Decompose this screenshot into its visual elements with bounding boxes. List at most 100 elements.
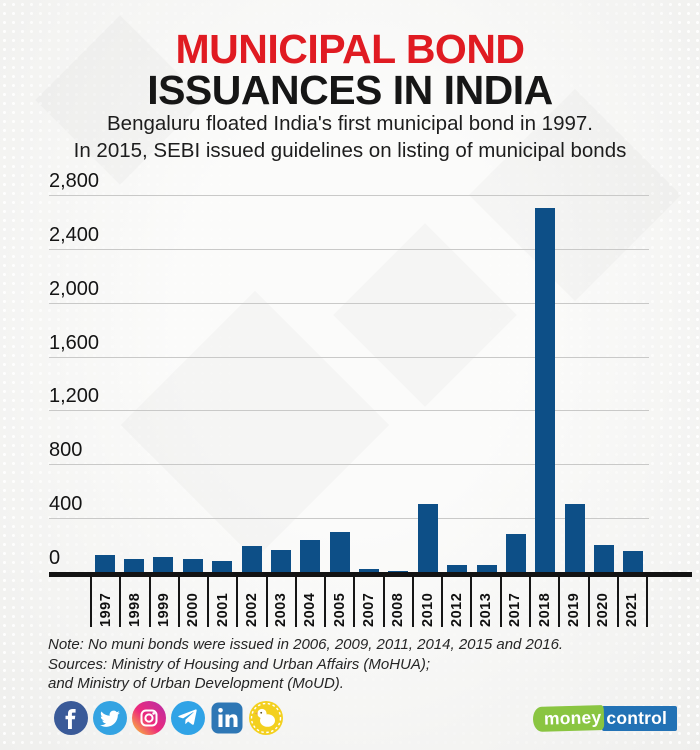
- x-axis-labels: 1997 1998 1999 2000 2001 2002 2003 2004 2005 2007…: [90, 577, 649, 627]
- bar-chart: 0 400 800 1,200 1,600 2,000 2,400 2,800 1997 199…: [0, 170, 700, 638]
- x-axis-line: [49, 572, 692, 577]
- bar-column-2003: [266, 183, 295, 572]
- x-label-1997: 1997: [97, 592, 114, 627]
- x-label-2012: 2012: [448, 592, 465, 627]
- bar-1997: [94, 554, 115, 572]
- footnote: Note: No muni bonds were issued in 2006,…: [48, 635, 563, 694]
- x-label-2008: 2008: [390, 592, 407, 627]
- telegram-icon[interactable]: [171, 701, 205, 735]
- x-label-1998: 1998: [126, 592, 143, 627]
- bar-2012: [447, 565, 468, 572]
- bar-column-2012: [443, 183, 472, 572]
- bar-column-2010: [413, 183, 442, 572]
- subtitle-line2: In 2015, SEBI issued guidelines on listi…: [73, 139, 627, 162]
- bar-2007: [359, 569, 380, 572]
- bar-column-1997: [90, 183, 119, 572]
- gridline: [49, 464, 649, 466]
- bar-column-2004: [296, 183, 325, 572]
- logo-money: money: [532, 705, 605, 732]
- gridline: [49, 248, 649, 250]
- x-tick-cell: 2017: [499, 577, 529, 627]
- x-label-2020: 2020: [595, 592, 612, 627]
- bar-column-2007: [354, 183, 383, 572]
- subtitle-line1: Bengaluru floated India's first municipa…: [107, 112, 593, 135]
- x-tick-cell: 2007: [353, 577, 382, 627]
- gridline: [49, 518, 649, 520]
- x-tick-cell: 1997: [90, 577, 119, 627]
- bar-2021: [623, 551, 644, 572]
- x-label-2017: 2017: [507, 592, 524, 627]
- x-tick-cell: 2019: [558, 577, 587, 627]
- y-tick-label: 0: [49, 547, 61, 569]
- gridline: [49, 356, 649, 358]
- x-tick-cell: 2018: [528, 577, 558, 627]
- bar-2003: [270, 550, 291, 572]
- x-tick-cell: 2012: [441, 577, 470, 627]
- facebook-icon[interactable]: [54, 701, 88, 735]
- bar-2004: [300, 539, 321, 572]
- footnote-note: Note: No muni bonds were issued in 2006,…: [48, 636, 564, 653]
- footnote-sources: Sources: Ministry of Housing and Urban A…: [48, 655, 431, 673]
- x-label-1999: 1999: [156, 592, 173, 627]
- y-tick-label: 1,600: [49, 331, 100, 354]
- bar-column-2001: [208, 183, 237, 572]
- bar-2010: [417, 504, 438, 572]
- x-label-2010: 2010: [419, 592, 436, 627]
- bar-2018: [535, 208, 556, 572]
- x-tick-cell: 2010: [411, 577, 441, 627]
- x-label-2019: 2019: [565, 592, 582, 627]
- x-tick-cell: 2013: [470, 577, 499, 627]
- x-tick-cell: 2020: [587, 577, 617, 627]
- x-tick-cell: 2001: [207, 577, 236, 627]
- title-line1: MUNICIPAL BOND: [175, 26, 525, 72]
- bar-2000: [182, 558, 203, 572]
- bar-column-2008: [384, 183, 413, 572]
- bar-column-2005: [325, 183, 354, 572]
- y-tick-label: 400: [49, 493, 83, 516]
- y-tick-label: 1,200: [49, 385, 100, 408]
- x-label-2001: 2001: [214, 592, 231, 627]
- bar-2008: [388, 570, 409, 572]
- gridline: [49, 195, 649, 196]
- instagram-icon[interactable]: [132, 701, 166, 735]
- bar-column-2000: [178, 183, 207, 572]
- x-label-2021: 2021: [624, 592, 641, 627]
- x-label-2003: 2003: [273, 592, 290, 627]
- y-tick-label: 800: [49, 439, 83, 462]
- bar-2013: [476, 565, 497, 572]
- x-label-2005: 2005: [331, 592, 348, 627]
- linkedin-icon[interactable]: [210, 701, 244, 735]
- x-tick-cell: 2002: [236, 577, 265, 627]
- koo-icon[interactable]: [249, 701, 283, 735]
- x-tick-cell: 2003: [265, 577, 295, 627]
- bar-2020: [594, 545, 615, 572]
- y-tick-label: 2,800: [49, 170, 100, 192]
- bars-area: [90, 183, 648, 572]
- y-tick-label: 2,400: [49, 223, 100, 246]
- footnote-sources-2: and Ministry of Urban Development (MoUD)…: [48, 675, 344, 692]
- x-tick-cell: 1998: [119, 577, 148, 627]
- x-label-2002: 2002: [243, 592, 260, 627]
- bar-2017: [505, 533, 526, 572]
- x-tick-cell: 2000: [177, 577, 207, 627]
- social-icons-row: [54, 701, 283, 735]
- x-label-2007: 2007: [361, 592, 378, 627]
- bar-column-1998: [119, 183, 148, 572]
- bar-column-2018: [531, 183, 560, 572]
- x-tick-cell: 2004: [294, 577, 324, 627]
- moneycontrol-logo[interactable]: money control: [532, 705, 678, 732]
- x-tick-cell: 2005: [324, 577, 353, 627]
- bar-2005: [329, 531, 350, 572]
- twitter-icon[interactable]: [93, 701, 127, 735]
- x-label-2018: 2018: [536, 592, 553, 627]
- bar-column-1999: [149, 183, 178, 572]
- x-label-2013: 2013: [478, 592, 495, 627]
- bar-2001: [212, 561, 233, 572]
- x-label-2000: 2000: [185, 592, 202, 627]
- bar-column-2017: [501, 183, 530, 572]
- logo-control: control: [602, 706, 678, 731]
- bar-1999: [153, 557, 174, 572]
- bar-column-2019: [560, 183, 589, 572]
- x-label-2004: 2004: [302, 592, 319, 627]
